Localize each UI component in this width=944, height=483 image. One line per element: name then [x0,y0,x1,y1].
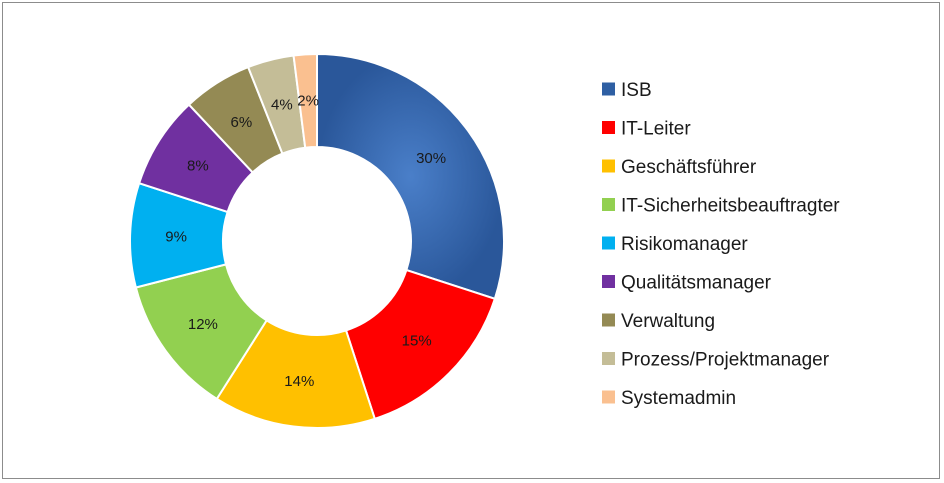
slice-systemadmin [292,52,318,149]
legend-label-verwaltung: Verwaltung [621,311,715,332]
legend-item-risikomanager: Risikomanager [602,234,748,255]
legend-label-it-leiter: IT-Leiter [621,119,691,140]
slice-isb [316,52,505,301]
legend-swatch-isb [602,82,615,96]
legend-item-geschaeftsfuehrer: Geschäftsführer [602,157,757,178]
legend-label-geschaeftsfuehrer: Geschäftsführer [621,157,757,178]
legend-swatch-qualitaetsmanager [602,275,615,288]
legend-item-it-leiter: IT-Leiter [602,119,691,140]
slice-label-isb: 30% [416,150,446,167]
slices-group [129,52,505,429]
legend-swatch-risikomanager [602,236,615,250]
slice-it-leiter [344,268,497,421]
legend-label-qualitaetsmanager: Qualitätsmanager [621,273,772,294]
legend-swatch-it-sicherheitsbeauftragter [602,198,615,211]
slice-label-it-sicherheitsbeauftragter: 12% [188,316,218,333]
legend-item-isb: ISB [602,80,652,101]
slice-label-geschaeftsfuehrer: 14% [284,373,314,390]
slice-label-prozess-projektmanager: 4% [271,96,293,113]
legend-item-prozess-projektmanager: Prozess/Projektmanager [602,350,830,371]
legend-item-qualitaetsmanager: Qualitätsmanager [602,273,772,294]
slice-label-risikomanager: 9% [165,229,187,246]
legend-label-systemadmin: Systemadmin [621,388,736,409]
legend-label-it-sicherheitsbeauftragter: IT-Sicherheitsbeauftragter [621,196,840,217]
legend-item-verwaltung: Verwaltung [602,311,715,332]
legend-label-risikomanager: Risikomanager [621,234,748,255]
legend-label-prozess-projektmanager: Prozess/Projektmanager [621,350,830,371]
legend-swatch-verwaltung [602,313,615,327]
legend-swatch-it-leiter [602,121,615,134]
legend-label-isb: ISB [621,80,652,101]
legend-swatch-geschaeftsfuehrer [602,159,615,173]
slice-label-it-leiter: 15% [402,333,432,350]
slice-label-verwaltung: 6% [231,114,253,131]
legend-item-it-sicherheitsbeauftragter: IT-Sicherheitsbeauftragter [602,196,840,217]
legend-swatch-prozess-projektmanager [602,352,615,365]
legend-swatch-systemadmin [602,390,615,404]
slice-label-qualitaetsmanager: 8% [187,157,209,174]
slice-labels-group: 30% 15% 14% 12% 9% 8% 6% 4% 2% [165,92,446,390]
legend-item-systemadmin: Systemadmin [602,388,736,409]
slice-label-systemadmin: 2% [297,92,319,109]
legend: ISB IT-Leiter Geschäftsführer IT-Sicherheit… [602,80,840,409]
